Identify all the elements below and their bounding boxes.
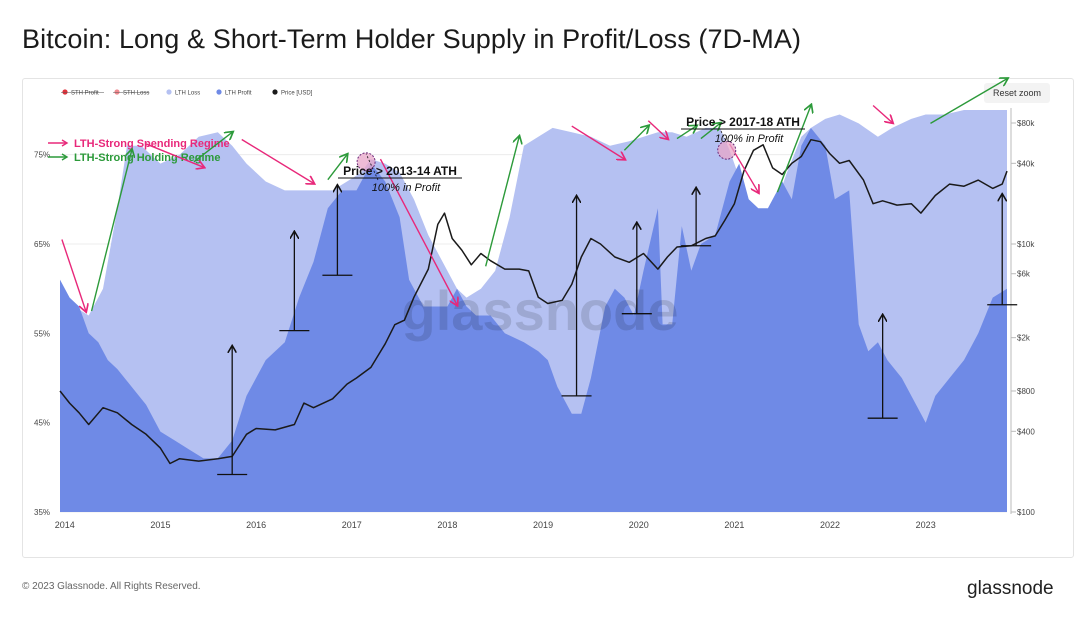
legend-label: LTH Loss — [175, 91, 200, 97]
y-right-tick-label: $400 — [1017, 427, 1035, 436]
holding-regime-arrow — [90, 150, 132, 312]
regime-arrow-head — [61, 139, 69, 147]
axes: 2014 2015 2016 2017 2018 2019 2020 2021 2022 2023… — [34, 108, 1035, 530]
ath-annotation-leader — [365, 153, 379, 181]
legend-swatch — [114, 89, 120, 95]
legend-swatch — [216, 89, 222, 95]
brand-logo-text: glassnode — [967, 578, 1054, 599]
y-left-tick-label: 55% — [34, 329, 50, 338]
vertical-marker — [987, 195, 1018, 306]
x-tick-label: 2022 — [820, 520, 840, 530]
x-tick-label: 2017 — [342, 520, 362, 530]
x-tick-label: 2015 — [150, 520, 170, 530]
x-tick-label: 2023 — [916, 520, 936, 530]
spending-regime-arrow — [145, 143, 203, 167]
y-left-tick-label: 35% — [34, 508, 50, 517]
y-right-tick-label: $6k — [1017, 270, 1031, 279]
area-series — [60, 110, 1007, 513]
x-tick-label: 2021 — [724, 520, 744, 530]
regime-legend-item: LTH-Strong Spending Regime — [48, 138, 230, 150]
regime-arrow-head — [61, 153, 69, 161]
holding-regime-arrow — [327, 155, 347, 181]
y-right-tick-label: $800 — [1017, 387, 1035, 396]
vertical-marker — [621, 223, 652, 315]
legend-swatch — [62, 89, 68, 95]
legend-item: LTH Loss — [166, 89, 200, 97]
lth-profit-area — [60, 127, 1007, 513]
watermark-text: glassnode — [402, 279, 679, 342]
y-left-tick-label: 65% — [34, 240, 50, 249]
y-right-tick-label: $100 — [1017, 508, 1035, 517]
vertical-marker — [681, 189, 712, 247]
legend-label: LTH Profit — [225, 91, 252, 97]
y-right-tick-label: $10k — [1017, 240, 1035, 249]
ath-annotation-subtitle: 100% in Profit — [715, 133, 784, 145]
legend-label: STH Profit — [71, 91, 99, 97]
legend-label: STH Loss — [123, 91, 149, 97]
vertical-marker — [561, 197, 592, 397]
holding-regime-arrow — [193, 132, 232, 163]
vertical-marker — [279, 232, 310, 332]
footer-copyright: © 2023 Glassnode. All Rights Reserved. — [22, 581, 201, 592]
y-left-tick-label: 75% — [34, 151, 50, 160]
regime-legend-label: LTH-Strong Spending Regime — [74, 138, 230, 150]
vertical-marker — [322, 186, 353, 276]
x-tick-label: 2016 — [246, 520, 266, 530]
spending-regime-arrow — [379, 158, 457, 305]
spending-regime-arrow — [872, 105, 892, 123]
legend-label: Price [USD] — [281, 91, 313, 97]
ath-annotation-subtitle: 100% in Profit — [372, 182, 441, 194]
vertical-marker — [867, 315, 898, 419]
ath-annotation-title: Price > 2013-14 ATH — [343, 164, 457, 178]
vertical-marker — [217, 347, 248, 476]
y-right-tick-label: $2k — [1017, 334, 1031, 343]
y-left-tick-label: 45% — [34, 419, 50, 428]
x-tick-label: 2020 — [629, 520, 649, 530]
holding-regime-arrow — [484, 137, 519, 267]
regime-legend: LTH-Strong Spending Regime LTH-Strong Hol… — [48, 138, 230, 164]
vertical-markers — [217, 186, 1018, 476]
legend-swatch — [272, 89, 278, 95]
holding-regime-arrow — [700, 123, 720, 140]
regime-arrows — [61, 79, 1007, 312]
spending-regime-arrow — [647, 120, 667, 139]
regime-legend-item: LTH-Strong Holding Regime — [48, 152, 220, 164]
ath-annotation: Price > 2013-14 ATH 100% in Profit — [338, 152, 462, 194]
price-series — [59, 138, 1008, 465]
holding-regime-arrow — [676, 126, 696, 140]
reset-zoom-button[interactable]: Reset zoom — [984, 83, 1050, 103]
legend-item: STH Loss — [113, 89, 150, 97]
y-right-tick-label: $40k — [1017, 159, 1035, 168]
ath-annotation-title: Price > 2017-18 ATH — [686, 115, 800, 129]
x-tick-label: 2014 — [55, 520, 75, 530]
ath-highlight-circle — [717, 140, 737, 160]
y-right-tick-label: $80k — [1017, 119, 1035, 128]
ath-annotation: Price > 2017-18 ATH 100% in Profit — [681, 115, 805, 160]
x-tick-label: 2019 — [533, 520, 553, 530]
legend-swatch — [166, 89, 172, 95]
holding-regime-arrow — [776, 106, 810, 193]
regime-legend-label: LTH-Strong Holding Regime — [74, 152, 220, 164]
spending-regime-arrow — [241, 138, 314, 183]
spending-regime-arrow — [571, 125, 625, 159]
legend-item: STH Profit — [61, 89, 104, 97]
legend-item: Price [USD] — [272, 89, 313, 97]
legend: STH Profit STH Loss LTH Loss LTH Profit Pric… — [61, 89, 313, 97]
chart-title: Bitcoin: Long & Short-Term Holder Supply… — [22, 24, 802, 54]
legend-item: LTH Profit — [216, 89, 252, 97]
spending-regime-arrow — [61, 239, 86, 311]
chart-svg: glassnode 2014 2015 2016 2017 2018 2019 2020 20… — [34, 0, 1035, 530]
holding-regime-arrow — [623, 126, 648, 151]
ath-highlight-circle — [356, 152, 376, 172]
x-tick-label: 2018 — [437, 520, 457, 530]
holding-regime-arrow — [930, 79, 1007, 125]
price-line — [59, 138, 1008, 465]
